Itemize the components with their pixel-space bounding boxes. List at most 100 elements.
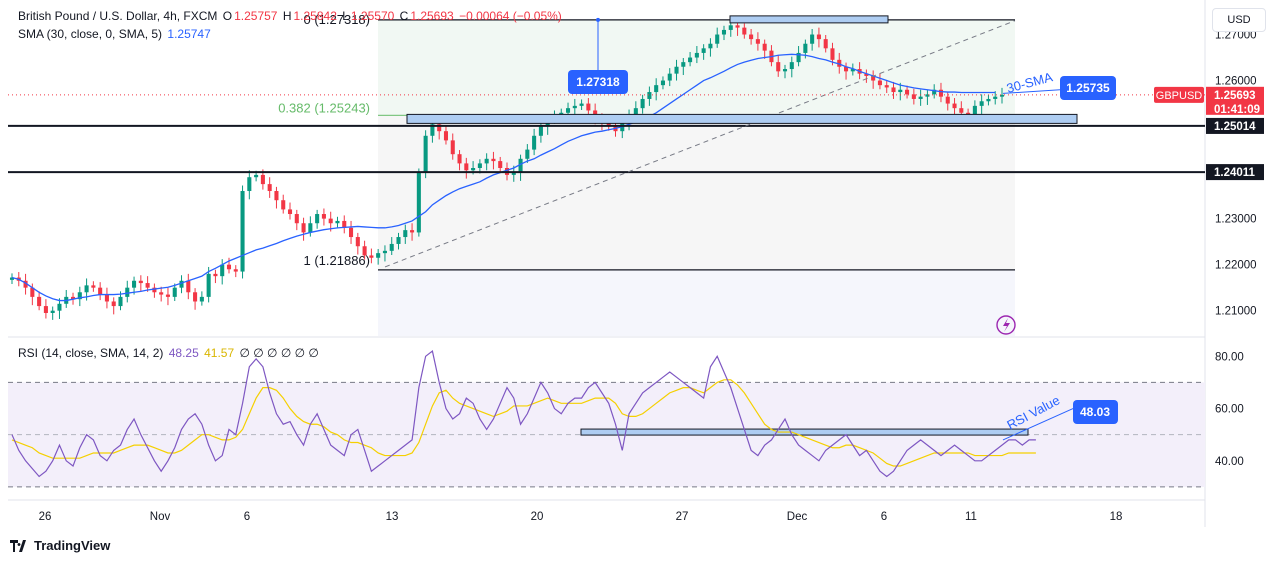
price-tick: 1.21000 [1215,306,1257,318]
horizontal-levels[interactable] [8,124,1205,174]
time-tick: 26 [39,511,52,523]
support-zone-box [406,113,1078,124]
tradingview-logo[interactable]: TradingView [10,538,110,553]
candle-body [342,220,347,228]
callout-high-text: 1.27318 [576,75,620,89]
o-value: 1.25757 [234,9,278,23]
candle-body [111,301,116,307]
candle-body [30,287,35,297]
candle-body [742,27,747,35]
candle-body [335,220,340,224]
tradingview-wordmark: TradingView [34,538,111,553]
candle-body [125,287,130,297]
time-tick: 13 [386,511,399,523]
candle-body [694,52,699,58]
rsi-tick: 60.00 [1215,404,1244,416]
rsi-callout-box [1073,400,1118,424]
candle-body [165,294,170,297]
rsi-zero-values: ∅ ∅ ∅ ∅ ∅ ∅ [239,346,319,360]
candle-body [199,296,204,302]
candle-body [328,218,333,224]
price-tick: 1.27000 [1215,30,1257,42]
l-label: L [342,9,349,23]
candle-body [138,280,143,284]
candle-body [430,124,435,136]
c-label: C [399,9,409,23]
c-value: 1.25693 [410,9,454,23]
candle-body [654,85,659,93]
candle-body [349,227,354,238]
candle-body [911,94,916,99]
support-2-tag-text: 1.24011 [1214,167,1256,179]
candle-body [837,59,842,67]
candle-body [477,163,482,168]
candle-body [294,214,299,224]
candle-body [864,73,869,76]
candle-body [50,310,55,313]
sma-label: SMA (30, close, 0, SMA, 5) [18,27,163,41]
candle-body [816,34,821,40]
candle-body [810,34,815,44]
time-tick: 20 [531,511,544,523]
candle-body [776,62,781,72]
candle-body [823,39,828,49]
candle-body [871,75,876,81]
candle-body [938,89,944,97]
candle-body [206,273,211,297]
h-label: H [282,9,292,23]
countdown-tag-text: 01:41:09 [1214,104,1260,116]
candle-body [484,158,489,164]
candle-body [186,280,191,293]
candle-body [850,69,855,72]
support-2-tag-box [1206,164,1264,181]
currency-button[interactable]: USD [1212,8,1266,32]
rsi-zone-box [580,428,1029,436]
candle-body [315,214,320,224]
candle-body [457,154,462,164]
candle-body [579,103,584,106]
time-tick: 11 [965,511,977,523]
candle-body [410,230,415,233]
candle-body [721,29,727,35]
rsi-sma-line [11,379,1036,467]
candle-body [884,85,889,88]
alert-icon [996,315,1016,335]
rsi-tick: 80.00 [1215,351,1244,363]
candle-body [518,158,523,173]
resistance-zone-box [729,15,889,24]
last-price-tag-box [1206,86,1264,103]
countdown-tag-box [1206,100,1264,115]
candle-body [98,287,103,295]
h-value: 1.25842 [293,9,337,23]
trend-line [384,20,1016,268]
candle-body [301,223,306,233]
candle-body [179,280,184,288]
candle-body [70,296,76,300]
rsi-sma-value: 41.57 [204,346,235,360]
candle-body [281,200,286,210]
candle-body [389,243,394,251]
candle-body [491,158,496,162]
candle-body [213,273,218,277]
fibonacci-retracement[interactable]: 0 (1.27318) 0.382 (1.25243) 1 (1.21886) [278,12,1015,336]
candle-body [91,285,96,288]
fib-label-1: 1 (1.21886) [304,253,371,268]
candle-body [572,105,577,109]
candle-body [762,43,767,51]
candle-body [660,80,665,86]
candle-body [443,131,449,141]
time-tick: Nov [150,511,171,523]
candle-body [538,126,543,136]
candle-body [633,108,638,116]
l-value: 1.25570 [350,9,395,23]
candle-body [708,43,713,49]
candle-body [640,98,645,109]
candle-body [877,80,882,86]
time-tick: Dec [787,511,808,523]
candle-body [782,69,788,72]
candle-body [274,191,279,201]
rsi-line [11,350,1036,478]
candle-body [511,172,516,175]
candle-body [172,287,177,297]
